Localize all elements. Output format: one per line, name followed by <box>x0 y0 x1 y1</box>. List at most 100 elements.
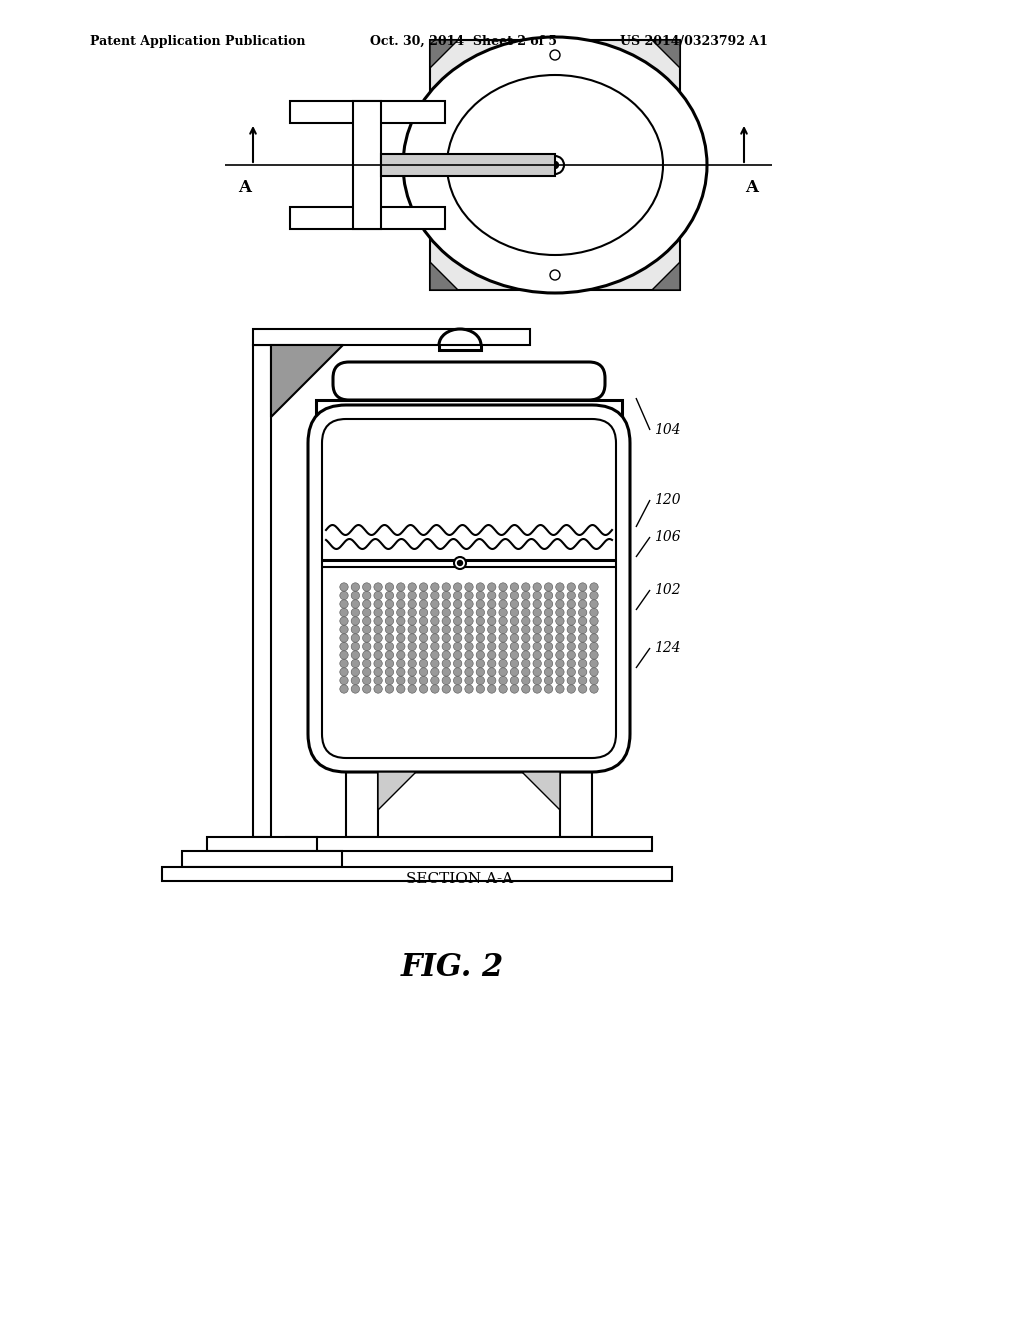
Circle shape <box>590 583 598 591</box>
Circle shape <box>385 659 393 668</box>
Circle shape <box>420 676 428 685</box>
Circle shape <box>465 599 473 609</box>
Circle shape <box>442 676 451 685</box>
Circle shape <box>420 659 428 668</box>
Circle shape <box>552 161 558 169</box>
Circle shape <box>567 616 575 626</box>
Circle shape <box>420 685 428 693</box>
Circle shape <box>567 626 575 634</box>
Circle shape <box>465 609 473 616</box>
Circle shape <box>340 583 348 591</box>
Circle shape <box>385 609 393 616</box>
Circle shape <box>385 583 393 591</box>
Circle shape <box>374 634 382 643</box>
Circle shape <box>408 685 417 693</box>
Circle shape <box>567 583 575 591</box>
Circle shape <box>340 651 348 659</box>
Circle shape <box>374 676 382 685</box>
Circle shape <box>499 643 507 651</box>
Circle shape <box>499 668 507 676</box>
Circle shape <box>465 668 473 676</box>
Circle shape <box>476 676 484 685</box>
Circle shape <box>442 643 451 651</box>
Circle shape <box>532 609 542 616</box>
Text: 120: 120 <box>654 492 681 507</box>
Circle shape <box>487 599 496 609</box>
Circle shape <box>532 685 542 693</box>
Circle shape <box>340 626 348 634</box>
Circle shape <box>590 685 598 693</box>
Circle shape <box>454 599 462 609</box>
Bar <box>253 345 271 837</box>
Circle shape <box>545 591 553 599</box>
Circle shape <box>374 659 382 668</box>
Circle shape <box>442 634 451 643</box>
Circle shape <box>510 616 518 626</box>
Text: US 2014/0323792 A1: US 2014/0323792 A1 <box>620 36 768 48</box>
Circle shape <box>442 651 451 659</box>
Circle shape <box>362 591 371 599</box>
Circle shape <box>579 591 587 599</box>
Circle shape <box>431 583 439 591</box>
Circle shape <box>420 599 428 609</box>
Circle shape <box>396 626 406 634</box>
Circle shape <box>532 599 542 609</box>
Circle shape <box>499 634 507 643</box>
Circle shape <box>396 651 406 659</box>
Circle shape <box>487 583 496 591</box>
Circle shape <box>487 668 496 676</box>
Circle shape <box>532 634 542 643</box>
Circle shape <box>431 634 439 643</box>
Circle shape <box>510 659 518 668</box>
Circle shape <box>487 676 496 685</box>
Circle shape <box>420 651 428 659</box>
Circle shape <box>556 599 564 609</box>
Polygon shape <box>378 772 416 810</box>
Circle shape <box>487 616 496 626</box>
Circle shape <box>396 634 406 643</box>
Circle shape <box>442 591 451 599</box>
Circle shape <box>340 643 348 651</box>
Circle shape <box>454 643 462 651</box>
Bar <box>162 867 672 880</box>
Circle shape <box>374 651 382 659</box>
Bar <box>439 341 481 350</box>
Circle shape <box>454 557 466 569</box>
Text: Oct. 30, 2014  Sheet 2 of 5: Oct. 30, 2014 Sheet 2 of 5 <box>370 36 557 48</box>
Circle shape <box>385 685 393 693</box>
Circle shape <box>465 591 473 599</box>
Circle shape <box>408 599 417 609</box>
Circle shape <box>487 651 496 659</box>
Circle shape <box>590 643 598 651</box>
Circle shape <box>579 643 587 651</box>
Circle shape <box>454 609 462 616</box>
Circle shape <box>579 634 587 643</box>
Bar <box>182 851 342 867</box>
Circle shape <box>351 583 359 591</box>
Circle shape <box>431 676 439 685</box>
Circle shape <box>458 561 463 565</box>
Circle shape <box>510 626 518 634</box>
Circle shape <box>487 634 496 643</box>
Circle shape <box>510 634 518 643</box>
Circle shape <box>454 583 462 591</box>
Circle shape <box>550 271 560 280</box>
Circle shape <box>374 626 382 634</box>
Bar <box>316 400 622 422</box>
Circle shape <box>545 676 553 685</box>
Circle shape <box>442 616 451 626</box>
Circle shape <box>567 659 575 668</box>
Circle shape <box>590 626 598 634</box>
Circle shape <box>465 659 473 668</box>
Circle shape <box>590 591 598 599</box>
Circle shape <box>510 643 518 651</box>
Circle shape <box>545 599 553 609</box>
Circle shape <box>567 668 575 676</box>
Circle shape <box>351 668 359 676</box>
Circle shape <box>532 668 542 676</box>
Circle shape <box>476 634 484 643</box>
Circle shape <box>579 668 587 676</box>
Circle shape <box>499 591 507 599</box>
Circle shape <box>579 659 587 668</box>
Circle shape <box>521 583 530 591</box>
